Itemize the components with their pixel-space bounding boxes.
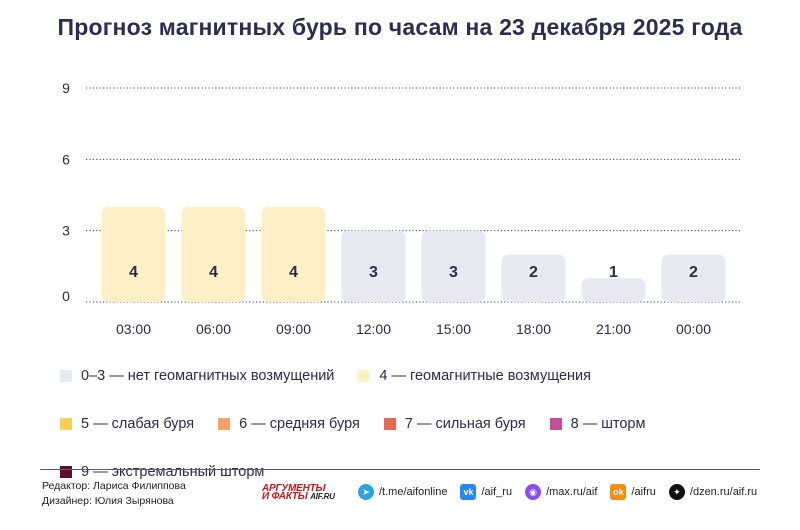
logo-line-1: АРГУМЕНТЫ xyxy=(262,483,326,494)
social-link-text: /dzen.ru/aif.ru xyxy=(689,486,758,498)
legend-label: 7 — сильная буря xyxy=(404,416,526,432)
aif-logo[interactable]: АРГУМЕНТЫ И ФАКТЫ AIF.RU xyxy=(262,483,335,502)
bar-value-label: 4 xyxy=(209,264,218,281)
bar xyxy=(101,206,166,302)
y-tick-label: 6 xyxy=(62,151,70,167)
legend-label: 0–3 — нет геомагнитных возмущений xyxy=(81,368,335,384)
y-tick-label: 3 xyxy=(62,223,70,239)
social-link[interactable]: ◉ /max.ru/aif xyxy=(525,484,597,500)
bar-value-label: 1 xyxy=(609,264,618,281)
bar xyxy=(581,278,646,302)
y-tick-label: 0 xyxy=(62,288,70,304)
legend-item: 0–3 — нет геомагнитных возмущений xyxy=(60,366,334,386)
chart-title: Прогноз магнитных бурь по часам на 23 де… xyxy=(57,14,743,40)
legend-swatch xyxy=(60,370,72,382)
legend-swatch xyxy=(358,370,371,382)
x-tick-label: 06:00 xyxy=(196,321,231,337)
bar xyxy=(661,254,726,302)
social-link[interactable]: ✦ /dzen.ru/aif.ru xyxy=(668,484,758,500)
bar-value-label: 4 xyxy=(289,264,298,281)
bar xyxy=(421,230,486,302)
legend-swatch xyxy=(60,466,72,478)
social-link-text: /t.me/aifonline xyxy=(379,486,448,498)
legend-swatch xyxy=(383,418,396,430)
bar xyxy=(261,206,326,302)
x-tick-label: 18:00 xyxy=(516,321,551,337)
bar-chart: 0 3 6 9 4 03:00 4 06:00 4 09:00 3 12:00 3 15:00 2 18:0… xyxy=(62,80,742,337)
legend-item: 5 — слабая буря xyxy=(60,414,194,434)
logo-line-2-text: И ФАКТЫ xyxy=(262,491,308,502)
x-tick-label: 00:00 xyxy=(676,321,711,337)
x-tick-label: 09:00 xyxy=(276,321,311,337)
social-link-text: /aifru xyxy=(631,486,656,498)
telegram-icon: ➤ xyxy=(358,484,374,500)
legend-label: 6 — средняя буря xyxy=(239,416,360,432)
legend-item: 7 — сильная буря xyxy=(383,414,526,434)
legend-label: 8 — шторм xyxy=(570,416,646,432)
legend-swatch xyxy=(218,418,231,430)
legend-label: 9 — экстремальный шторм xyxy=(81,464,265,480)
legend-item: 4 — геомагнитные возмущения xyxy=(358,366,591,386)
dzen-icon: ✦ xyxy=(668,484,685,500)
editor-credit: Редактор: Лариса Филиппова xyxy=(42,480,186,492)
bar-value-label: 4 xyxy=(129,264,138,281)
vk-icon: vk xyxy=(460,484,477,500)
bar-value-label: 3 xyxy=(449,264,458,281)
logo-line-2: И ФАКТЫ AIF.RU xyxy=(262,491,335,502)
legend-item: 8 — шторм xyxy=(549,414,646,434)
logo-site: AIF.RU xyxy=(310,492,335,501)
x-tick-label: 12:00 xyxy=(356,321,391,337)
legend-label: 5 — слабая буря xyxy=(81,416,195,432)
x-tick-label: 21:00 xyxy=(596,321,631,337)
max-icon: ◉ xyxy=(525,484,542,500)
credits: Редактор: Лариса Филиппова Дизайнер: Юли… xyxy=(42,479,186,509)
social-link-text: /max.ru/aif xyxy=(546,486,598,498)
legend: 0–3 — нет геомагнитных возмущений 4 — гео… xyxy=(60,366,760,482)
legend-swatch xyxy=(549,418,562,430)
bar xyxy=(501,254,566,302)
footer-divider xyxy=(40,469,760,470)
legend-swatch xyxy=(60,418,72,430)
ok-icon: ok xyxy=(610,484,627,500)
bar-value-label: 3 xyxy=(369,264,378,281)
social-link[interactable]: ok/aifru xyxy=(610,484,656,500)
legend-item: 6 — средняя буря xyxy=(218,414,360,434)
x-tick-label: 15:00 xyxy=(436,321,471,337)
social-link-text: /aif_ru xyxy=(481,486,513,498)
y-tick-label: 9 xyxy=(62,80,70,96)
bar-value-label: 2 xyxy=(529,264,538,281)
legend-label: 4 — геомагнитные возмущения xyxy=(379,368,591,384)
social-link[interactable]: vk/aif_ru xyxy=(460,484,512,500)
x-tick-label: 03:00 xyxy=(116,321,151,337)
bar-value-label: 2 xyxy=(689,264,698,281)
designer-credit: Дизайнер: Юлия Зырянова xyxy=(42,495,174,507)
social-links: ➤/t.me/aifonline vk/aif_ru ◉/max.ru/aif ok /… xyxy=(358,484,770,500)
social-link[interactable]: ➤ /t.me/aifonline xyxy=(358,484,447,500)
bar xyxy=(341,230,406,302)
bar xyxy=(181,206,246,302)
